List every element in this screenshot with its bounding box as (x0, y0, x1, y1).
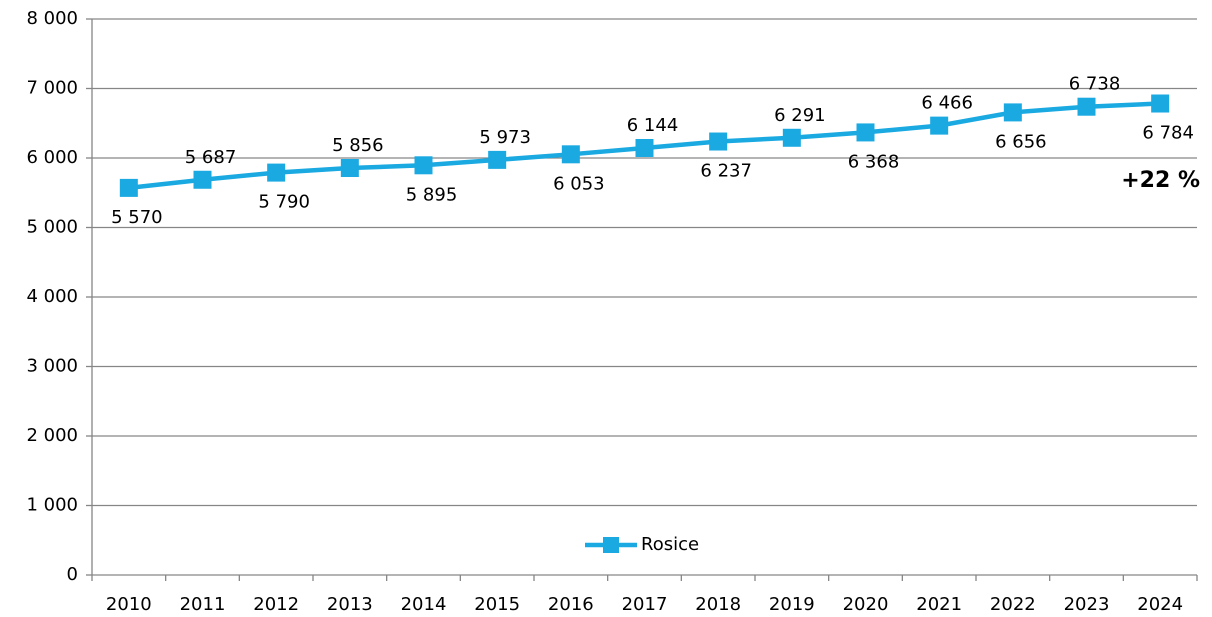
legend-label: Rosice (641, 534, 699, 555)
data-label: 6 368 (848, 151, 900, 172)
marker (856, 123, 875, 142)
marker (635, 138, 654, 157)
data-label: 6 784 (1142, 123, 1194, 144)
x-tick-label: 2024 (1137, 594, 1183, 615)
x-tick-label: 2010 (106, 594, 152, 615)
y-tick-label: 5 000 (26, 217, 78, 238)
y-tick-label: 3 000 (26, 356, 78, 377)
marker (561, 145, 580, 164)
data-label: 6 144 (627, 115, 679, 136)
x-tick-label: 2022 (990, 594, 1036, 615)
data-label: 5 570 (111, 207, 163, 228)
data-label: 6 291 (774, 105, 826, 126)
x-tick-label: 2015 (474, 594, 520, 615)
x-tick-label: 2018 (695, 594, 741, 615)
marker (782, 128, 801, 147)
data-label: 6 738 (1069, 74, 1121, 95)
marker (267, 163, 286, 182)
x-tick-label: 2017 (622, 594, 668, 615)
x-tick-label: 2023 (1064, 594, 1110, 615)
y-tick-label: 7 000 (26, 78, 78, 99)
y-tick-label: 0 (67, 564, 78, 585)
data-label: 6 466 (921, 93, 973, 114)
data-label: 5 687 (185, 147, 237, 168)
marker (414, 156, 433, 175)
x-tick-label: 2011 (180, 594, 226, 615)
marker (1077, 97, 1096, 116)
x-tick-label: 2021 (916, 594, 962, 615)
data-label: 5 895 (406, 184, 458, 205)
marker (1003, 103, 1022, 122)
data-label: 6 656 (995, 131, 1047, 152)
x-tick-label: 2012 (253, 594, 299, 615)
data-label: 5 973 (479, 127, 531, 148)
data-label: 6 053 (553, 173, 605, 194)
y-tick-label: 4 000 (26, 286, 78, 307)
data-label: 5 790 (258, 192, 310, 213)
marker (340, 159, 359, 178)
x-tick-label: 2019 (769, 594, 815, 615)
marker (193, 170, 212, 189)
legend-marker (603, 537, 619, 553)
marker (119, 178, 138, 197)
marker (1151, 94, 1170, 113)
y-tick-label: 6 000 (26, 147, 78, 168)
y-tick-label: 2 000 (26, 425, 78, 446)
x-tick-label: 2013 (327, 594, 373, 615)
marker (709, 132, 728, 151)
y-tick-label: 8 000 (26, 8, 78, 29)
data-label: 6 237 (700, 161, 752, 182)
data-label: 5 856 (332, 135, 384, 156)
x-tick-label: 2016 (548, 594, 594, 615)
annotation: +22 % (1121, 168, 1200, 193)
marker (488, 150, 507, 169)
x-tick-label: 2014 (401, 594, 447, 615)
x-tick-label: 2020 (843, 594, 889, 615)
marker (930, 116, 949, 135)
y-tick-label: 1 000 (26, 495, 78, 516)
